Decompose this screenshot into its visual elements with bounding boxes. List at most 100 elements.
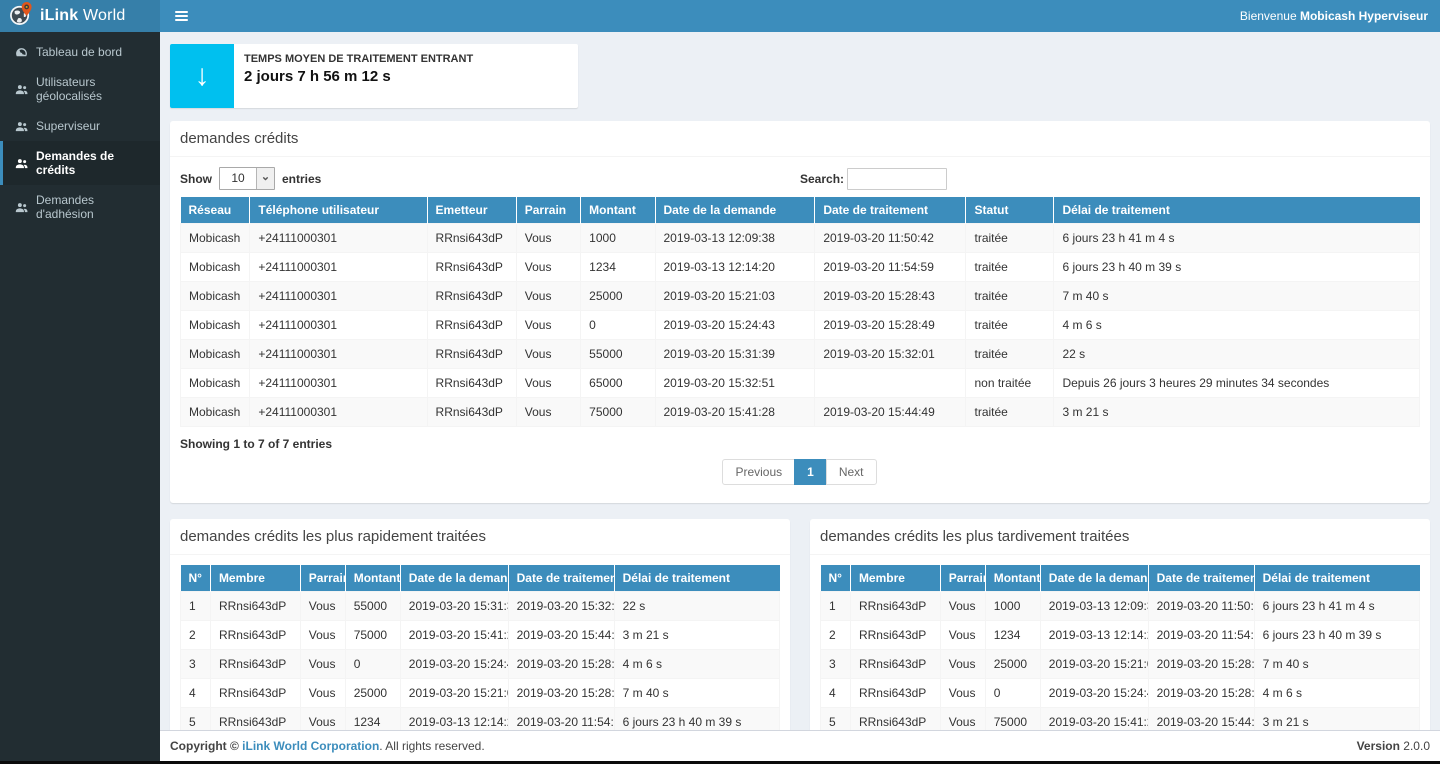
table-cell: 5 (821, 708, 851, 731)
table-cell: 75000 (581, 398, 655, 427)
column-header: Délai de traitement (1254, 565, 1419, 592)
table-cell: Vous (516, 340, 580, 369)
brand-logo[interactable]: iLink World (0, 0, 160, 32)
welcome-text: Bienvenue Mobicash Hyperviseur (1240, 9, 1428, 23)
table-cell: 2019-03-20 15:21:03 (400, 679, 508, 708)
table-cell: Vous (516, 224, 580, 253)
sidebar-item-label: Superviseur (36, 119, 100, 133)
table-cell: Mobicash (181, 253, 250, 282)
table-cell: 1000 (985, 592, 1040, 621)
pagination-previous-button[interactable]: Previous (722, 459, 795, 485)
table-cell: Vous (940, 708, 985, 731)
table-cell: +24111000301 (250, 282, 427, 311)
column-header[interactable]: Téléphone utilisateur (250, 197, 427, 224)
sidebar-toggle-button[interactable] (172, 7, 191, 25)
column-header: Membre (850, 565, 940, 592)
table-row: 1RRnsi643dPVous10002019-03-13 12:09:3820… (821, 592, 1420, 621)
table-cell: 65000 (581, 369, 655, 398)
table-cell: traitée (966, 340, 1054, 369)
sidebar-item-utilisateurs-geolocalises[interactable]: Utilisateurs géolocalisés (0, 67, 160, 111)
table-cell: 0 (345, 650, 400, 679)
table-cell: 22 s (614, 592, 779, 621)
table-cell: 2 (181, 621, 211, 650)
credits-table: RéseauTéléphone utilisateurEmetteurParra… (180, 197, 1420, 427)
column-header[interactable]: Statut (966, 197, 1054, 224)
table-cell: RRnsi643dP (210, 592, 300, 621)
page-size-select[interactable]: 10 ⌄ (219, 167, 275, 190)
table-cell: Mobicash (181, 224, 250, 253)
dashboard-icon (14, 45, 28, 59)
top-header: iLink World Bienvenue Mobicash Hypervise… (0, 0, 1440, 32)
table-header-row: RéseauTéléphone utilisateurEmetteurParra… (181, 197, 1420, 224)
table-cell: traitée (966, 224, 1054, 253)
arrow-down-icon: ↓ (170, 44, 234, 108)
column-header: N° (181, 565, 211, 592)
table-header-row: N°MembreParrainMontantDate de la demande… (181, 565, 780, 592)
table-row: Mobicash+24111000301RRnsi643dPVous02019-… (181, 311, 1420, 340)
table-cell: 2019-03-20 11:54:59 (1148, 621, 1254, 650)
welcome-username: Mobicash Hyperviseur (1300, 9, 1428, 23)
table-cell: RRnsi643dP (427, 282, 516, 311)
table-row: 5RRnsi643dPVous12342019-03-13 12:14:2020… (181, 708, 780, 731)
table-info-text: Showing 1 to 7 of 7 entries (180, 427, 1420, 453)
page-size-value: 10 (220, 168, 256, 189)
column-header[interactable]: Parrain (516, 197, 580, 224)
table-cell: Vous (300, 708, 345, 731)
table-cell: Vous (940, 592, 985, 621)
table-row: Mobicash+24111000301RRnsi643dPVous650002… (181, 369, 1420, 398)
app-window: iLink World Bienvenue Mobicash Hypervise… (0, 0, 1440, 764)
table-cell: RRnsi643dP (427, 398, 516, 427)
column-header[interactable]: Emetteur (427, 197, 516, 224)
table-row: 1RRnsi643dPVous550002019-03-20 15:31:392… (181, 592, 780, 621)
column-header[interactable]: Date de la demande (655, 197, 815, 224)
datatable-controls: Show 10 ⌄ entries Search: (180, 167, 1420, 197)
table-cell: 6 jours 23 h 40 m 39 s (1254, 621, 1419, 650)
table-cell: 2019-03-20 15:21:03 (1040, 650, 1148, 679)
table-cell: 3 (181, 650, 211, 679)
table-cell: RRnsi643dP (850, 621, 940, 650)
pagination-page-1-button[interactable]: 1 (794, 459, 827, 485)
table-cell: 1234 (345, 708, 400, 731)
sidebar-item-demandes-de-credits[interactable]: Demandes de crédits (0, 141, 160, 185)
brand-name: iLink World (40, 7, 125, 25)
table-cell: 2019-03-20 15:32:51 (655, 369, 815, 398)
table-cell: traitée (966, 398, 1054, 427)
table-cell: 2019-03-13 12:14:20 (655, 253, 815, 282)
column-header: Date de la demande (1040, 565, 1148, 592)
sidebar-item-tableau-de-bord[interactable]: Tableau de bord (0, 37, 160, 67)
table-cell: Vous (300, 592, 345, 621)
column-header[interactable]: Réseau (181, 197, 250, 224)
brand-name-bold: iLink (40, 7, 78, 24)
table-row: 4RRnsi643dPVous02019-03-20 15:24:432019-… (821, 679, 1420, 708)
table-cell: 2 (821, 621, 851, 650)
table-cell: 4 m 6 s (1054, 311, 1420, 340)
column-header: Montant (345, 565, 400, 592)
column-header[interactable]: Montant (581, 197, 655, 224)
search-input[interactable] (847, 168, 947, 190)
pagination-next-button[interactable]: Next (826, 459, 877, 485)
table-cell: 4 (181, 679, 211, 708)
table-cell: 2019-03-20 15:31:39 (655, 340, 815, 369)
table-cell: RRnsi643dP (210, 621, 300, 650)
column-header: Parrain (300, 565, 345, 592)
table-cell: 2019-03-20 15:24:43 (1040, 679, 1148, 708)
panel-demandes-credits: demandes crédits Show 10 ⌄ entries (170, 121, 1430, 503)
table-cell: Vous (516, 253, 580, 282)
pagination: Previous1Next (180, 453, 1420, 493)
column-header[interactable]: Délai de traitement (1054, 197, 1420, 224)
table-cell: 2019-03-20 15:32:01 (508, 592, 614, 621)
column-header[interactable]: Date de traitement (815, 197, 966, 224)
panel-fastest-credits: demandes crédits les plus rapidement tra… (170, 519, 790, 730)
table-row: Mobicash+24111000301RRnsi643dPVous250002… (181, 282, 1420, 311)
sidebar-item-superviseur[interactable]: Superviseur (0, 111, 160, 141)
top-navbar: Bienvenue Mobicash Hyperviseur (160, 0, 1440, 32)
table-cell: RRnsi643dP (850, 592, 940, 621)
version-value: 2.0.0 (1403, 739, 1430, 753)
table-cell: 2019-03-13 12:09:38 (1040, 592, 1148, 621)
sidebar-item-demandes-d-adhesion[interactable]: Demandes d'adhésion (0, 185, 160, 229)
search-control: Search: (800, 168, 947, 190)
table-cell: 2019-03-20 15:24:43 (655, 311, 815, 340)
sidebar-item-label: Tableau de bord (36, 45, 122, 59)
table-cell: 2019-03-20 11:54:59 (508, 708, 614, 731)
company-link[interactable]: iLink World Corporation (242, 739, 379, 753)
